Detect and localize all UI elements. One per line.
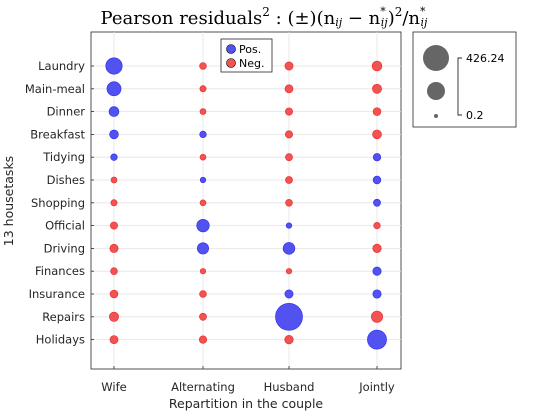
bubble-neg	[109, 243, 119, 253]
size-legend-bubble-large	[423, 45, 449, 71]
bubble-neg	[285, 199, 293, 207]
y-tick-label: Laundry	[38, 59, 85, 73]
legend: Pos. Neg.	[220, 38, 273, 73]
bubble-pos	[108, 106, 120, 117]
bubble-neg	[285, 153, 293, 162]
bubble-neg	[284, 335, 294, 345]
y-axis: Laundry Main-meal Dinner Breakfast Tidying Di…	[25, 59, 94, 347]
bubble-pos	[372, 175, 382, 185]
bubble-pos	[106, 81, 122, 97]
bubble-neg	[199, 108, 207, 115]
y-tick-label: Driving	[44, 241, 85, 255]
bubble-neg	[285, 130, 294, 139]
bubble-neg	[199, 290, 207, 298]
y-tick-label: Finances	[35, 264, 85, 278]
x-tick-label: Alternating	[171, 380, 235, 394]
bubble-neg	[285, 268, 293, 275]
bubble-pos	[372, 266, 382, 276]
bubble-pos	[196, 242, 210, 255]
bubble-neg	[285, 176, 293, 184]
y-axis-label: 13 housetasks	[1, 156, 16, 246]
y-tick-label: Main-meal	[25, 82, 85, 96]
bubble-pos	[285, 222, 293, 229]
y-tick-label: Tidying	[42, 150, 85, 164]
bubble-neg	[284, 61, 294, 71]
x-axis: Wife Alternating Husband Jointly	[101, 366, 395, 394]
bubble-neg	[199, 268, 207, 275]
bubble-neg	[372, 129, 382, 140]
y-tick-label: Holidays	[36, 333, 85, 347]
size-legend: 426.24 0.2	[412, 31, 517, 128]
x-axis-label: Repartition in the couple	[169, 396, 324, 411]
bubble-neg	[199, 85, 207, 93]
bubble-neg	[110, 267, 118, 275]
legend-marker-neg	[226, 58, 236, 68]
x-tick-label: Jointly	[358, 380, 395, 394]
bubble-pos	[105, 57, 123, 75]
size-legend-bracket	[457, 57, 462, 116]
y-tick-label: Official	[45, 219, 85, 233]
chart-title: Pearson residuals2 : (±)(nij − n* ij)2/n*…	[101, 5, 429, 30]
bubble-pos	[196, 218, 210, 233]
bubble-neg	[110, 199, 118, 207]
size-legend-bubble-small	[434, 114, 438, 118]
bubble-neg	[109, 335, 119, 344]
bubble-pos	[284, 289, 294, 299]
bubble-neg	[199, 62, 207, 70]
bubble-neg	[372, 107, 382, 116]
y-tick-label: Dishes	[47, 173, 85, 187]
y-tick-label: Insurance	[29, 287, 85, 301]
bubble-neg	[110, 176, 118, 184]
bubble-neg	[199, 153, 207, 161]
legend-marker-pos	[226, 44, 236, 54]
bubble-neg	[372, 243, 382, 253]
bubble-neg	[198, 335, 208, 344]
grid	[91, 32, 401, 369]
bubble-neg	[372, 83, 382, 94]
size-legend-min-label: 0.2	[466, 109, 484, 122]
bubble-neg	[285, 107, 294, 116]
bubble-neg	[199, 199, 207, 207]
bubble-pos	[199, 130, 207, 139]
bubble-neg	[109, 289, 119, 299]
bubble-pos	[275, 302, 303, 331]
bubble-pos	[199, 176, 207, 184]
legend-label-neg: Neg.	[239, 57, 264, 70]
bubble-neg	[284, 84, 294, 94]
bubble-pos	[282, 242, 296, 255]
bubble-neg	[109, 221, 118, 230]
y-tick-label: Dinner	[47, 105, 86, 119]
bubble-pos	[110, 153, 118, 161]
y-tick-label: Breakfast	[30, 127, 85, 141]
bubble-pos	[367, 329, 387, 350]
legend-label-pos: Pos.	[239, 43, 261, 56]
x-tick-label: Husband	[264, 380, 315, 394]
size-legend-box	[412, 31, 517, 128]
bubble-neg	[199, 312, 207, 321]
bubble-neg	[108, 311, 119, 322]
bubble-pos	[373, 198, 381, 207]
bubble-neg	[370, 310, 384, 323]
bubble-neg	[373, 221, 381, 230]
bubbles	[105, 57, 387, 350]
plot-area	[90, 31, 402, 370]
bubble-pos	[372, 289, 382, 299]
size-legend-max-label: 426.24	[466, 52, 505, 65]
bubble-pos	[372, 153, 382, 162]
bubble-neg	[371, 60, 383, 72]
y-tick-label: Shopping	[31, 196, 85, 210]
size-legend-bubble-medium	[427, 82, 445, 100]
bubble-pos	[109, 129, 119, 140]
y-tick-label: Repairs	[42, 310, 85, 324]
x-tick-label: Wife	[101, 380, 126, 394]
